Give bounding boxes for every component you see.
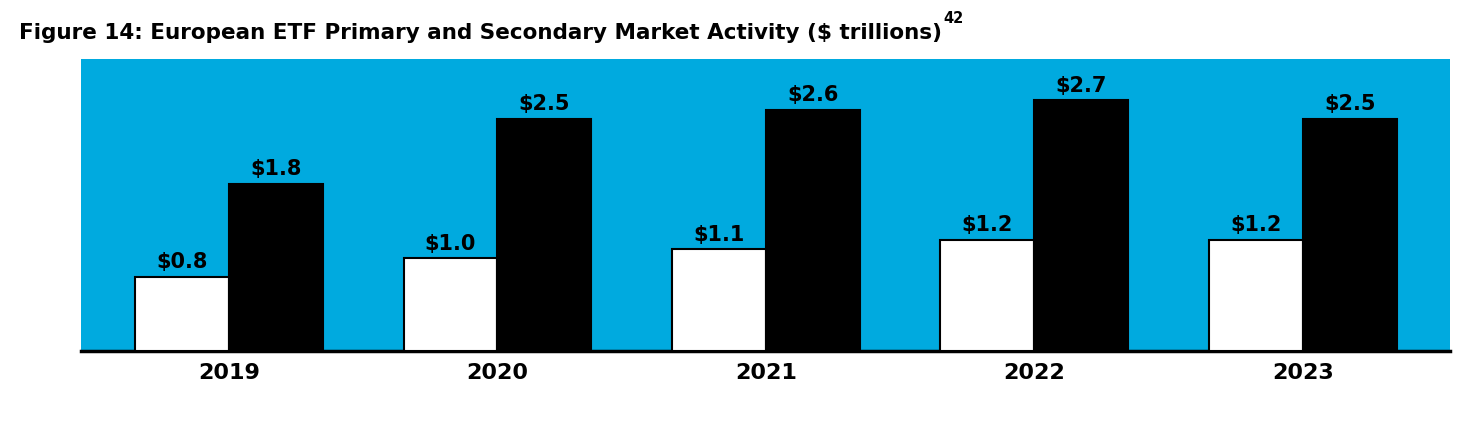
Text: $0.8: $0.8 (157, 253, 207, 273)
Text: $2.5: $2.5 (518, 94, 570, 115)
Bar (767, 110, 860, 352)
Text: Figure 14: European ETF Primary and Secondary Market Activity ($ trillions): Figure 14: European ETF Primary and Seco… (19, 23, 943, 43)
Bar (940, 240, 1035, 352)
Bar (497, 119, 592, 352)
Bar (404, 259, 497, 352)
Text: $2.6: $2.6 (787, 85, 839, 105)
Text: $2.7: $2.7 (1055, 76, 1107, 96)
Text: $2.5: $2.5 (1325, 94, 1375, 115)
Text: $1.0: $1.0 (425, 234, 477, 254)
Bar (135, 277, 229, 352)
Bar (672, 249, 767, 352)
Text: $1.8: $1.8 (250, 159, 302, 179)
Text: 42: 42 (944, 11, 963, 26)
Bar (1302, 119, 1397, 352)
Text: $1.1: $1.1 (693, 224, 744, 244)
Bar (1209, 240, 1302, 352)
Text: $1.2: $1.2 (1230, 215, 1282, 235)
Bar (1035, 100, 1128, 352)
Bar (229, 184, 323, 352)
Text: $1.2: $1.2 (962, 215, 1012, 235)
